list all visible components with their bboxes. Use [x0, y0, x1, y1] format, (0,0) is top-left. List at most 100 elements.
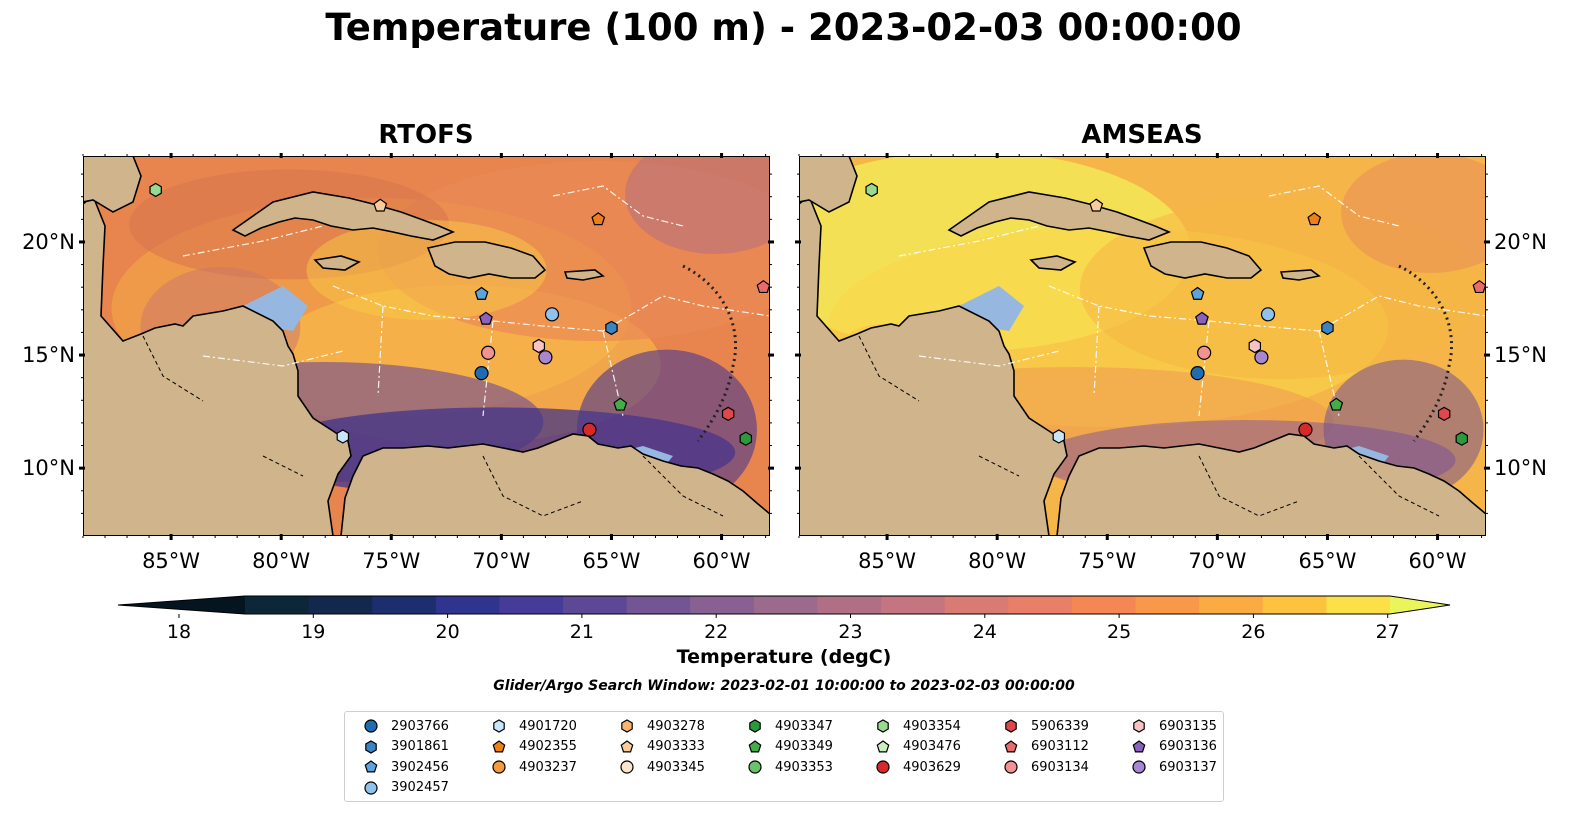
- colorbar-tick-label: 27: [1376, 621, 1400, 643]
- hispaniola-land: [1142, 241, 1263, 279]
- float-marker-4903347: [739, 431, 753, 446]
- legend-item: 4903333: [619, 737, 705, 757]
- float-marker-6903134: [481, 345, 496, 360]
- float-marker-4902355: [1307, 212, 1322, 226]
- legend-item: 6903137: [1131, 757, 1217, 777]
- float-marker-4901720: [1052, 429, 1066, 444]
- colorbar-tick-label: 25: [1107, 621, 1131, 643]
- float-marker-6903112: [1472, 279, 1486, 294]
- colorbar-segment: [1262, 596, 1327, 614]
- cuba-land: [231, 191, 456, 241]
- lon-tick-label: 85°W: [142, 549, 200, 573]
- colorbar-segment: [372, 596, 437, 614]
- legend-item: 3901861: [363, 737, 449, 757]
- legend-label: 4903237: [519, 759, 577, 775]
- lon-tick-label: 60°W: [1409, 549, 1467, 573]
- legend-marker-circle: [364, 719, 378, 733]
- legend-label: 3901861: [391, 739, 449, 754]
- colorbar-tick-label: 24: [973, 621, 997, 643]
- colorbar-segment: [1135, 596, 1200, 614]
- colorbar-tick-label: 21: [570, 621, 594, 643]
- legend-marker-hexagon: [749, 719, 761, 733]
- yucatan-land: [83, 156, 142, 213]
- map-axes: 85°W 80°W 75°W 70°W 65°W 60°W 20°N 15°N 10°N 85°W…: [22, 153, 1547, 573]
- jamaica-land: [1029, 255, 1077, 271]
- lon-tick-label: 65°W: [582, 549, 640, 573]
- float-marker-6903134: [1197, 345, 1212, 360]
- legend-item: 4903349: [747, 737, 833, 757]
- colorbar-segment: [817, 596, 882, 614]
- legend-label: 4902355: [519, 739, 577, 754]
- legend-item: 3902457: [363, 778, 449, 798]
- legend-marker-hexagon: [621, 719, 633, 733]
- legend-marker-circle: [492, 760, 506, 774]
- legend-label: 6903135: [1159, 718, 1217, 734]
- colorbar-tick-label: 20: [436, 621, 460, 643]
- lat-tick-label-left: 15°N: [22, 343, 75, 367]
- float-marker-3901861: [605, 320, 618, 336]
- legend-marker-pentagon: [620, 739, 634, 752]
- lon-tick-label: 85°W: [858, 549, 916, 573]
- float-marker-6903112: [756, 279, 770, 294]
- float-marker-4903354: [865, 182, 878, 198]
- legend-label: 4903629: [903, 759, 961, 775]
- float-marker-4901720: [336, 429, 350, 444]
- lon-tick-label: 75°W: [362, 549, 420, 573]
- jamaica-land: [313, 255, 361, 271]
- colorbar-segment: [308, 596, 373, 614]
- central-america-land: [83, 194, 352, 536]
- colorbar-segment: [1199, 596, 1264, 614]
- legend-marker-hexagon: [365, 739, 377, 754]
- legend-label: 4903349: [775, 739, 833, 754]
- colorbar-tick-label: 19: [301, 621, 325, 643]
- search-window-text: Glider/Argo Search Window: 2023-02-01 10…: [493, 678, 1075, 694]
- legend-marker-hexagon: [1005, 719, 1017, 733]
- colorbar-tick-label: 18: [167, 621, 191, 643]
- map-panel-rtofs: [83, 156, 770, 536]
- legend-label: 6903134: [1031, 759, 1089, 775]
- float-legend: 2903766 3901861 3902456 3902457 4901720 49023…: [344, 711, 1224, 802]
- legend-marker-hexagon: [1133, 719, 1145, 733]
- yucatan-land: [799, 156, 858, 213]
- legend-label: 2903766: [391, 718, 449, 734]
- legend-item: 4903345: [619, 757, 705, 777]
- legend-marker-hexagon: [493, 719, 505, 733]
- float-marker-3902457: [544, 307, 560, 322]
- figure-title: Temperature (100 m) - 2023-02-03 00:00:0…: [325, 6, 1242, 49]
- legend-label: 4903345: [647, 759, 705, 775]
- lon-tick-label: 70°W: [472, 549, 530, 573]
- legend-item: 4903353: [747, 757, 833, 777]
- lon-tick-label: 60°W: [693, 549, 751, 573]
- legend-label: 3902457: [391, 780, 449, 795]
- legend-label: 4903278: [647, 718, 705, 734]
- legend-marker-circle: [1132, 760, 1146, 774]
- lat-tick-label-left: 20°N: [22, 230, 75, 254]
- legend-marker-circle: [620, 760, 634, 774]
- lat-tick-label-right: 20°N: [1494, 230, 1547, 254]
- panel-title-amseas: AMSEAS: [1081, 120, 1203, 150]
- legend-marker-pentagon: [492, 739, 506, 752]
- float-marker-4903354: [149, 182, 162, 198]
- cuba-land: [947, 191, 1172, 241]
- legend-item: 5906339: [1003, 716, 1089, 736]
- legend-item: 4903629: [875, 757, 961, 777]
- legend-label: 6903137: [1159, 759, 1217, 775]
- colorbar-segment: [245, 596, 310, 614]
- float-marker-3902456: [1190, 286, 1205, 300]
- legend-label: 3902456: [391, 759, 449, 775]
- colorbar-segment: [435, 596, 501, 614]
- legend-item: 4903354: [875, 716, 961, 736]
- legend-marker-pentagon: [876, 739, 890, 752]
- colorbar-segment: [944, 596, 1009, 614]
- float-marker-2903766: [1190, 366, 1205, 381]
- legend-label: 6903112: [1031, 739, 1089, 754]
- puerto-rico-land: [563, 269, 605, 281]
- legend-marker-circle: [876, 760, 890, 774]
- panel-title-rtofs: RTOFS: [378, 120, 474, 150]
- lon-tick-label: 65°W: [1298, 549, 1356, 573]
- legend-item: 6903134: [1003, 757, 1089, 777]
- float-marker-3902456: [474, 286, 489, 300]
- float-marker-4903333: [1089, 198, 1104, 212]
- map-panel-amseas: [799, 156, 1486, 536]
- float-marker-5906339: [721, 406, 735, 422]
